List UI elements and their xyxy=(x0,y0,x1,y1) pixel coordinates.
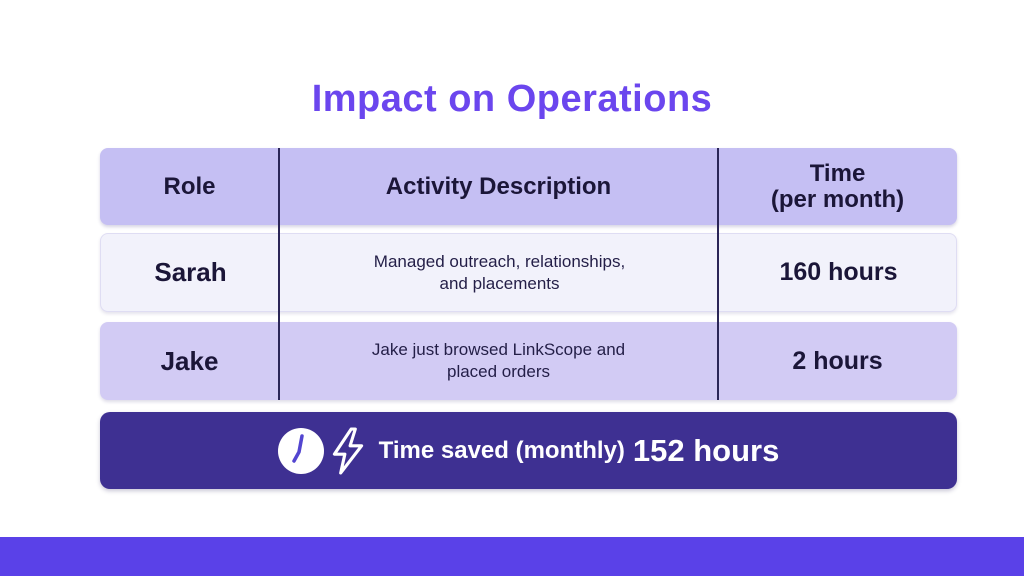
time-cell: 160 hours xyxy=(719,234,958,311)
header-label-time-line1: Time xyxy=(809,159,866,187)
description-line: and placements xyxy=(439,273,560,293)
description-line: Managed outreach, relationships, xyxy=(373,251,626,271)
time-value: 160 hours xyxy=(779,258,898,286)
clock-icon xyxy=(277,427,324,474)
summary-value: 152 hours xyxy=(632,432,780,468)
role-cell: Jake xyxy=(100,322,279,400)
table-header-row: Role Activity Description Time (per mont… xyxy=(100,148,957,225)
role-name: Sarah xyxy=(154,257,227,287)
summary-label: Time saved (monthly) xyxy=(378,436,625,464)
page-title: Impact on Operations xyxy=(311,78,713,120)
header-label-role: Role xyxy=(163,172,216,200)
lightning-icon xyxy=(332,427,363,474)
footer-bar xyxy=(0,537,1024,576)
column-divider xyxy=(717,148,719,400)
description-line: placed orders xyxy=(446,362,550,381)
description-cell: Managed outreach, relationships, and pla… xyxy=(280,234,719,311)
table-row-jake: Jake Jake just browsed LinkScope and pla… xyxy=(100,322,957,400)
header-cell-time: Time (per month) xyxy=(718,148,957,225)
header-cell-activity: Activity Description xyxy=(279,148,718,225)
role-cell: Sarah xyxy=(101,234,280,311)
header-cell-role: Role xyxy=(100,148,279,225)
column-divider xyxy=(278,148,280,400)
time-cell: 2 hours xyxy=(718,322,957,400)
header-label-activity: Activity Description xyxy=(385,172,612,200)
role-name: Jake xyxy=(160,345,219,376)
description-cell: Jake just browsed LinkScope and placed o… xyxy=(279,322,718,400)
table-row-sarah: Sarah Managed outreach, relationships, a… xyxy=(100,233,957,312)
header-label-time-line2: (per month) xyxy=(770,185,905,213)
time-value: 2 hours xyxy=(792,346,883,375)
description-line: Jake just browsed LinkScope and xyxy=(371,340,626,359)
summary-banner: Time saved (monthly) 152 hours xyxy=(100,412,957,489)
